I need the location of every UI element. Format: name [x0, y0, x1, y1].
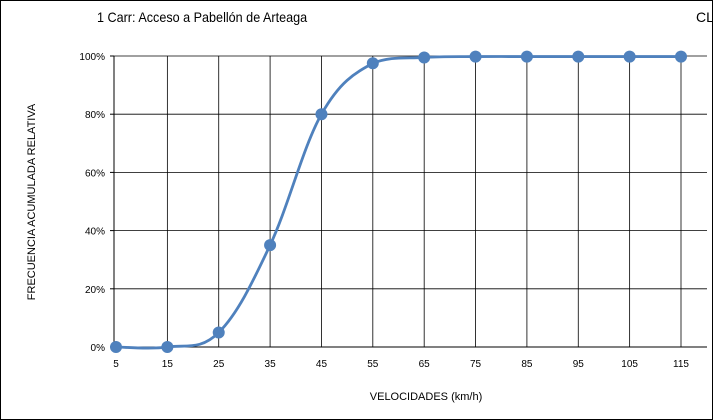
data-point — [212, 326, 225, 339]
y-tick-label: 0% — [91, 343, 106, 354]
data-point — [623, 50, 636, 63]
y-tick-labels: 0% 20% 40% 60% 80% 100% — [79, 52, 105, 354]
x-tick-label: 45 — [316, 359, 328, 370]
x-tick-label: 35 — [265, 359, 277, 370]
chart-title: 1 Carr: Acceso a Pabellón de Arteaga — [97, 9, 308, 25]
x-tick-label: 75 — [470, 359, 482, 370]
y-axis-label: FRECUENCIA ACUMULADA RELATIVA — [26, 103, 38, 300]
y-tick-label: 60% — [85, 168, 105, 179]
data-point — [315, 108, 328, 121]
data-point — [520, 50, 533, 63]
x-tick-label: 25 — [213, 359, 225, 370]
data-point — [418, 51, 431, 64]
y-tick-label: 20% — [85, 285, 105, 296]
data-point — [675, 50, 687, 63]
x-tick-label: 55 — [367, 359, 379, 370]
x-tick-label: 105 — [621, 359, 638, 370]
y-tick-label: 40% — [85, 227, 105, 238]
data-point — [366, 57, 379, 70]
data-point — [110, 341, 122, 353]
chart-title-right-clipped: CL — [696, 9, 712, 25]
series-group — [110, 50, 687, 353]
x-axis-label: VELOCIDADES (km/h) — [370, 391, 482, 403]
x-tick-label: 85 — [521, 359, 533, 370]
series-line — [115, 55, 681, 350]
x-tick-label: 115 — [673, 359, 689, 370]
axes — [110, 55, 707, 351]
data-point — [572, 50, 585, 63]
x-tick-label: 95 — [573, 359, 585, 370]
y-tick-label: 100% — [79, 52, 105, 63]
x-tick-label: 15 — [162, 359, 174, 370]
y-tick-label: 80% — [85, 110, 105, 121]
data-point — [469, 50, 482, 63]
x-tick-label: 65 — [419, 359, 431, 370]
x-tick-labels: 5 15 25 35 45 55 65 75 85 95 105 115 — [113, 359, 689, 370]
grid-lines — [114, 55, 707, 347]
data-point — [264, 239, 277, 252]
x-tick-label: 5 — [113, 359, 119, 370]
data-point — [161, 341, 174, 353]
